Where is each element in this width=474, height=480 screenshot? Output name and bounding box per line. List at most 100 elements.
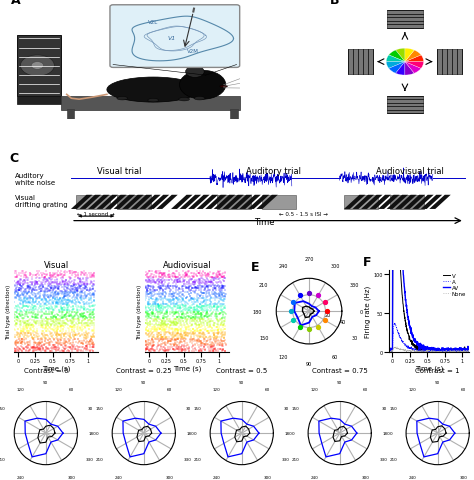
- V: [392, 114, 397, 120]
- Legend: V, A, AV, None: V, A, AV, None: [443, 273, 466, 297]
- Line: None: None: [389, 347, 469, 352]
- Bar: [437, 50, 462, 74]
- None: [466, 349, 472, 355]
- Text: Audiovisual trial: Audiovisual trial: [376, 166, 444, 175]
- A: [386, 349, 392, 355]
- Text: Auditory
white noise: Auditory white noise: [15, 172, 55, 185]
- Text: E: E: [251, 261, 260, 274]
- Polygon shape: [395, 195, 417, 209]
- AV: [386, 349, 392, 355]
- A: [423, 348, 428, 354]
- None: [407, 348, 412, 354]
- Title: Audiovisual: Audiovisual: [163, 261, 211, 270]
- Polygon shape: [412, 195, 434, 209]
- Bar: [387, 96, 423, 114]
- Bar: [217, 195, 251, 209]
- Polygon shape: [180, 195, 201, 209]
- FancyBboxPatch shape: [110, 6, 240, 68]
- Text: ← 0.5 - 1.5 s ISI →: ← 0.5 - 1.5 s ISI →: [279, 211, 328, 216]
- Wedge shape: [405, 49, 414, 62]
- V: [407, 336, 413, 342]
- AV: [391, 1, 397, 7]
- Polygon shape: [239, 195, 261, 209]
- Title: Contrast = 0.75: Contrast = 0.75: [312, 367, 367, 373]
- A: [466, 349, 472, 355]
- Polygon shape: [231, 195, 252, 209]
- A: [447, 348, 453, 354]
- Text: Visual
drifting grating: Visual drifting grating: [15, 195, 68, 208]
- Polygon shape: [248, 195, 269, 209]
- None: [440, 348, 446, 354]
- Y-axis label: Firing rate (Hz): Firing rate (Hz): [364, 286, 371, 337]
- Polygon shape: [404, 195, 425, 209]
- Y-axis label: Trial type (direction): Trial type (direction): [137, 284, 143, 339]
- AV: [407, 325, 413, 331]
- Wedge shape: [405, 51, 421, 62]
- Polygon shape: [421, 195, 442, 209]
- AV: [423, 346, 428, 351]
- None: [434, 349, 439, 355]
- None: [401, 348, 406, 353]
- None: [447, 349, 453, 355]
- A: [407, 345, 413, 350]
- Ellipse shape: [117, 97, 128, 101]
- Polygon shape: [71, 195, 92, 209]
- X-axis label: Time (s): Time (s): [42, 365, 70, 372]
- Title: Contrast = 0.5: Contrast = 0.5: [216, 367, 267, 373]
- Wedge shape: [405, 62, 414, 76]
- AV: [386, 346, 392, 351]
- Polygon shape: [197, 195, 218, 209]
- Polygon shape: [122, 195, 144, 209]
- AV: [466, 348, 472, 354]
- Circle shape: [20, 56, 55, 77]
- Ellipse shape: [220, 86, 228, 88]
- None: [391, 344, 397, 350]
- Polygon shape: [370, 195, 391, 209]
- AV: [434, 347, 439, 353]
- None: [419, 349, 425, 355]
- Polygon shape: [387, 195, 408, 209]
- V: [440, 348, 446, 353]
- Bar: [387, 11, 423, 28]
- Polygon shape: [353, 195, 374, 209]
- None: [423, 348, 428, 354]
- Circle shape: [186, 67, 204, 78]
- Bar: [230, 109, 238, 120]
- Polygon shape: [148, 195, 169, 209]
- Polygon shape: [88, 195, 109, 209]
- Polygon shape: [114, 195, 135, 209]
- V: [386, 347, 392, 352]
- Polygon shape: [361, 195, 383, 209]
- Polygon shape: [156, 195, 178, 209]
- Polygon shape: [222, 195, 244, 209]
- Bar: [67, 109, 74, 120]
- A: [401, 341, 406, 347]
- X-axis label: Time (s): Time (s): [415, 365, 443, 372]
- Polygon shape: [378, 195, 400, 209]
- Wedge shape: [386, 62, 405, 69]
- Wedge shape: [389, 51, 405, 62]
- Polygon shape: [205, 195, 227, 209]
- Bar: [18, 36, 61, 97]
- Wedge shape: [405, 62, 424, 69]
- Text: V2M: V2M: [187, 49, 199, 54]
- Bar: [117, 195, 151, 209]
- Bar: [390, 195, 424, 209]
- Wedge shape: [389, 62, 405, 74]
- Polygon shape: [429, 195, 451, 209]
- Text: V2L: V2L: [148, 20, 158, 25]
- Polygon shape: [97, 195, 118, 209]
- Bar: [76, 195, 110, 209]
- Polygon shape: [188, 195, 210, 209]
- Text: F: F: [363, 256, 372, 269]
- X-axis label: Time (s): Time (s): [173, 365, 201, 372]
- Text: A: A: [11, 0, 21, 7]
- Text: C: C: [9, 151, 19, 164]
- Bar: [344, 195, 378, 209]
- Polygon shape: [80, 195, 101, 209]
- Circle shape: [180, 71, 226, 100]
- Polygon shape: [139, 195, 161, 209]
- A: [440, 348, 446, 354]
- V: [466, 347, 472, 352]
- Ellipse shape: [148, 99, 159, 103]
